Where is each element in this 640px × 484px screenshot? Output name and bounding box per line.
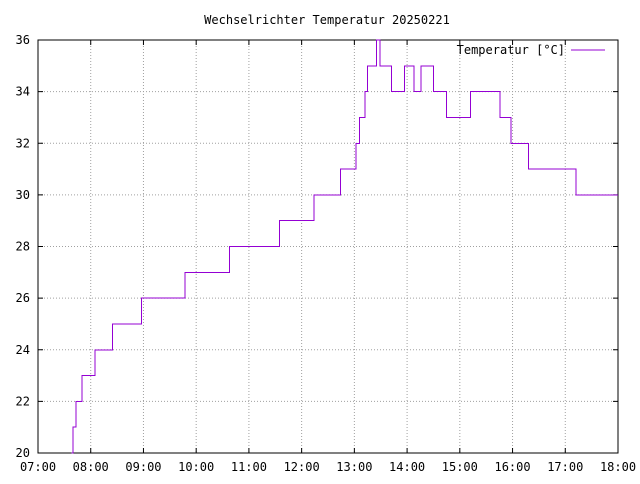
x-tick-label: 10:00 [178,460,214,474]
x-tick-label: 07:00 [20,460,56,474]
x-tick-label: 14:00 [389,460,425,474]
x-tick-label: 08:00 [73,460,109,474]
y-tick-label: 32 [16,136,30,150]
x-tick-label: 12:00 [284,460,320,474]
y-tick-label: 26 [16,291,30,305]
y-tick-label: 34 [16,85,30,99]
y-tick-label: 30 [16,188,30,202]
x-tick-label: 15:00 [442,460,478,474]
x-tick-label: 17:00 [547,460,583,474]
x-tick-label: 13:00 [336,460,372,474]
y-tick-label: 22 [16,394,30,408]
x-tick-label: 16:00 [494,460,530,474]
y-tick-label: 20 [16,446,30,460]
x-tick-label: 18:00 [600,460,636,474]
y-tick-label: 24 [16,343,30,357]
legend-label-temperatur: Temperatur [°C] [457,43,565,57]
x-tick-label: 11:00 [231,460,267,474]
x-tick-label: 09:00 [125,460,161,474]
y-tick-label: 36 [16,33,30,47]
y-tick-label: 28 [16,240,30,254]
chart-title: Wechselrichter Temperatur 20250221 [204,13,450,27]
